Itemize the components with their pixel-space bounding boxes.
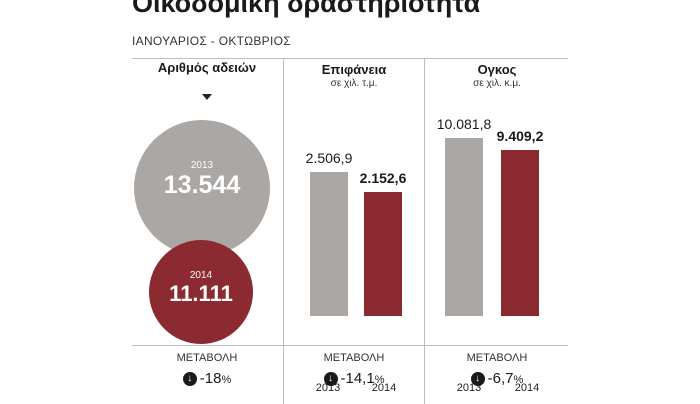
panel-permits-title: Αριθμός αδειών [157,60,257,75]
panel-volume-unit: σε χιλ. κ.μ. [473,78,521,89]
bar-2014-label: 2.152,6 [359,170,407,186]
bubble-2014-value: 11.111 [169,281,233,306]
change-volume-value: -6,7 [487,370,514,387]
chart-subtitle: ΙΑΝΟΥΑΡΙΟΣ - ΟΚΤΩΒΡΙΟΣ [132,34,291,48]
change-label: ΜΕΤΑΒΟΛΗ [323,352,385,364]
arrow-down-icon: ↓ [323,372,338,387]
chart-title: Οικοδομική δραστηριότητα [132,0,481,18]
panel-surface: Επιφάνεια σε χιλ. τ.μ. 2.506,9 2.152,6 2… [285,58,423,404]
chevron-down-icon [202,94,212,100]
top-rule [132,58,568,59]
panel-permits: Αριθμός αδειών 2013 13.544 2014 11.111 Μ… [132,58,282,404]
panel-divider [283,58,284,404]
bubble-2013-year: 2013 [190,160,214,171]
change-volume: ↓ -6,7% [426,370,568,387]
bubble-2013: 2013 13.544 [134,120,270,256]
bar-2013 [310,172,348,316]
panel-volume-title: Ογκος [477,62,517,77]
bubble-2013-value: 13.544 [163,171,241,199]
change-permits: ↓ -18% [132,370,282,387]
panel-surface-unit: σε χιλ. τ.μ. [330,78,378,89]
panel-volume: Ογκος σε χιλ. κ.μ. 10.081,8 9.409,2 2013… [426,58,568,404]
bar-2013-label: 2.506,9 [305,150,353,166]
panel-surface-title: Επιφάνεια [321,62,387,77]
change-rule [132,345,568,346]
arrow-down-icon: ↓ [182,372,197,387]
change-surface-unit: % [374,374,385,386]
change-volume-unit: % [513,374,524,386]
bubble-2014: 2014 11.111 [149,240,253,344]
x-tick-2014: 2014 [371,382,397,394]
arrow-down-icon: ↓ [470,372,485,387]
bar-2014 [364,192,402,316]
change-permits-unit: % [221,374,232,386]
change-surface: ↓ -14,1% [285,370,423,387]
bubble-2014-year: 2014 [189,270,213,281]
bar-2013 [445,138,483,316]
change-surface-value: -14,1 [340,370,375,387]
change-label: ΜΕΤΑΒΟΛΗ [466,352,528,364]
bar-2013-label: 10.081,8 [436,116,492,132]
bar-2014 [501,150,539,316]
panel-divider [424,58,425,404]
change-label: ΜΕΤΑΒΟΛΗ [176,352,238,364]
bar-2014-label: 9.409,2 [496,128,544,144]
change-permits-value: -18 [199,370,222,387]
x-tick-2014: 2014 [514,382,540,394]
